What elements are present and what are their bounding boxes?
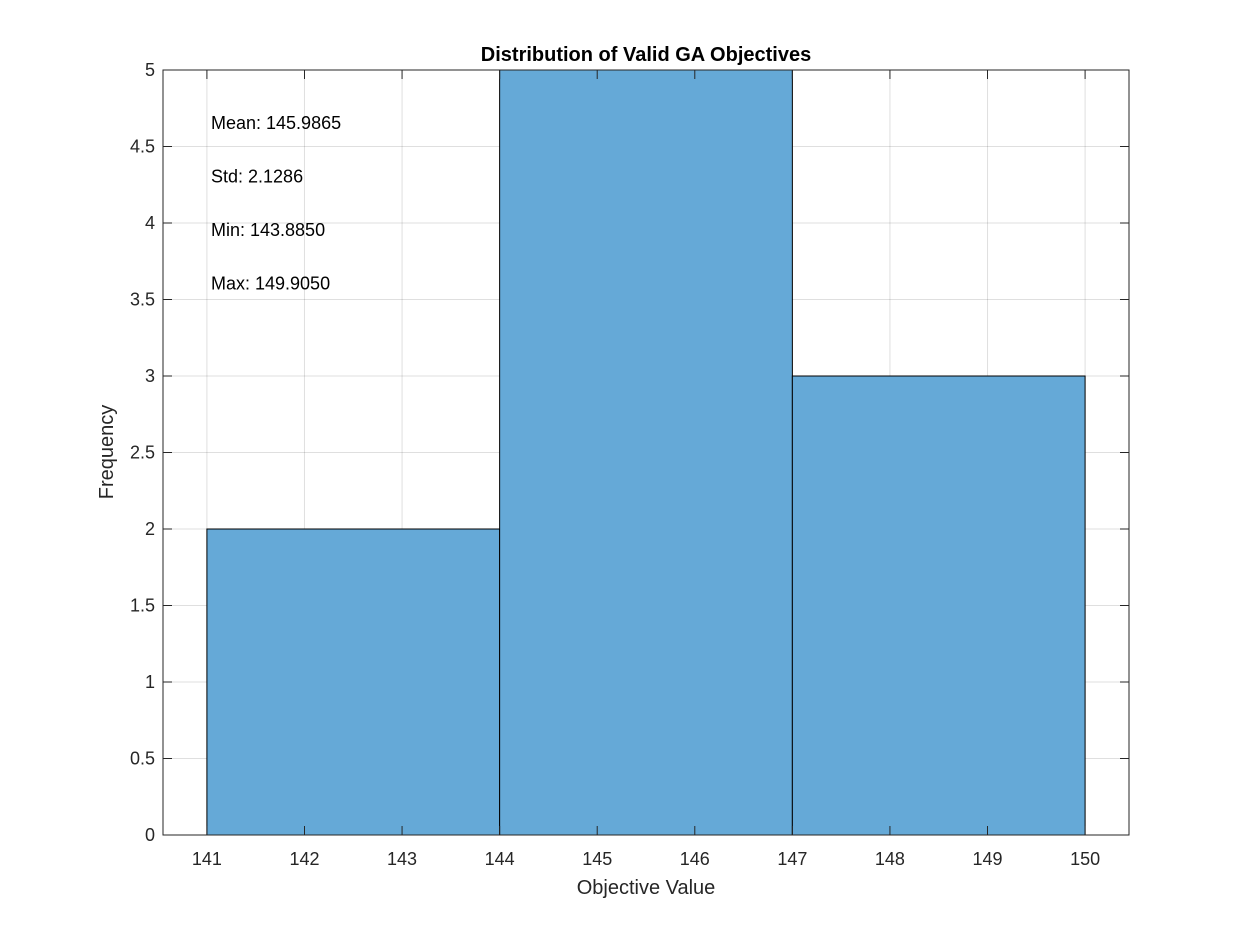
- stat-annotation-1: Mean: 145.9865: [211, 113, 341, 133]
- y-tick-label-3.5: 3.5: [130, 290, 155, 310]
- y-tick-label-5: 5: [145, 60, 155, 80]
- histogram-bar-2: [499, 69, 793, 836]
- y-axis-label: Frequency: [96, 405, 118, 500]
- x-tick-label-149: 149: [972, 849, 1002, 869]
- tick-labels: 141 142 143 144 145 146 147 148 149 150 0 0.5 1 1.5 2 2…: [130, 60, 1100, 869]
- plot-area-border: [162, 69, 1130, 836]
- y-tick-label-1.5: 1.5: [130, 596, 155, 616]
- statistics-annotations: Mean: 145.9865 Std: 2.1286 Min: 143.8850 Ma…: [211, 113, 341, 294]
- x-axis-label: Objective Value: [577, 877, 716, 899]
- histogram-bars: [206, 69, 1086, 836]
- y-tick-label-4.5: 4.5: [130, 137, 155, 157]
- chart-title: Distribution of Valid GA Objectives: [481, 44, 811, 66]
- y-tick-label-2.5: 2.5: [130, 443, 155, 463]
- stat-annotation-2: Std: 2.1286: [211, 167, 303, 187]
- stat-annotation-3: Min: 143.8850: [211, 220, 325, 240]
- y-tick-label-1: 1: [145, 672, 155, 692]
- histogram-bar-3: [791, 375, 1086, 836]
- y-tick-label-4: 4: [145, 213, 155, 233]
- stat-annotation-4: Max: 149.9050: [211, 274, 330, 294]
- axis-ticks: [163, 69, 1129, 836]
- y-tick-label-3: 3: [145, 366, 155, 386]
- y-tick-label-0: 0: [145, 825, 155, 845]
- histogram-bar-1: [206, 528, 501, 836]
- x-tick-label-142: 142: [289, 849, 319, 869]
- y-tick-label-0.5: 0.5: [130, 749, 155, 769]
- x-tick-label-146: 146: [680, 849, 710, 869]
- x-tick-label-145: 145: [582, 849, 612, 869]
- x-tick-label-144: 144: [485, 849, 515, 869]
- x-tick-label-150: 150: [1070, 849, 1100, 869]
- y-tick-label-2: 2: [145, 519, 155, 539]
- x-tick-label-141: 141: [192, 849, 222, 869]
- x-tick-label-143: 143: [387, 849, 417, 869]
- x-tick-label-147: 147: [777, 849, 807, 869]
- x-tick-label-148: 148: [875, 849, 905, 869]
